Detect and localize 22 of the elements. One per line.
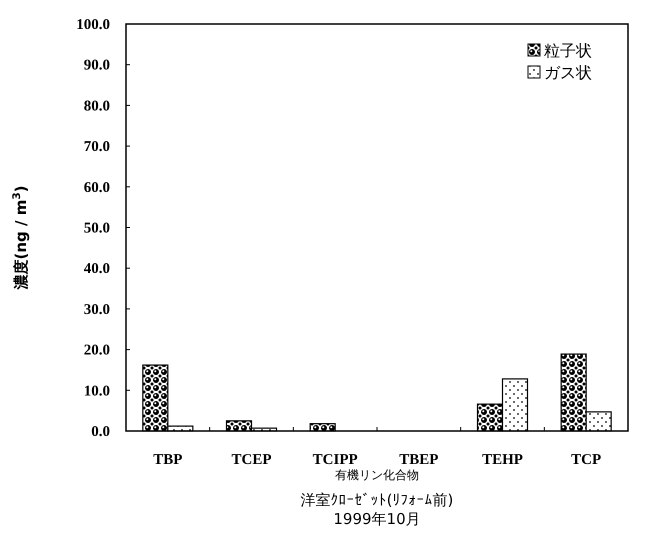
legend-label: ガス状 (544, 63, 592, 82)
x-axis-title: 有機リン化合物 (335, 468, 419, 482)
y-tick-label: 70.0 (84, 139, 110, 156)
legend-label: 粒子状 (544, 41, 592, 60)
y-tick-label: 0.0 (91, 424, 110, 440)
y-tick-label: 80.0 (84, 98, 110, 114)
x-tick-label: TEHP (482, 452, 523, 468)
y-tick-label: 10.0 (84, 383, 110, 400)
x-tick-label: TBP (153, 452, 182, 468)
text: 1999年10月 (333, 510, 421, 528)
x-tick-label: TBEP (399, 452, 438, 468)
y-tick-label: 50.0 (84, 220, 110, 236)
y-tick-label: 100.0 (76, 17, 110, 33)
x-tick-label: TCP (571, 452, 602, 468)
y-tick-label: 90.0 (84, 58, 110, 74)
y-tick-label: 40.0 (84, 261, 110, 278)
x-tick-label: TCIPP (312, 452, 358, 468)
text: 洋室ｸﾛｰｾﾞｯﾄ(ﾘﾌｫｰﾑ前) (300, 491, 454, 509)
x-tick-label: TCEP (231, 452, 272, 468)
y-tick-label: 20.0 (84, 342, 110, 359)
y-tick-label: 60.0 (84, 180, 110, 196)
y-tick-label: 30.0 (84, 302, 110, 318)
